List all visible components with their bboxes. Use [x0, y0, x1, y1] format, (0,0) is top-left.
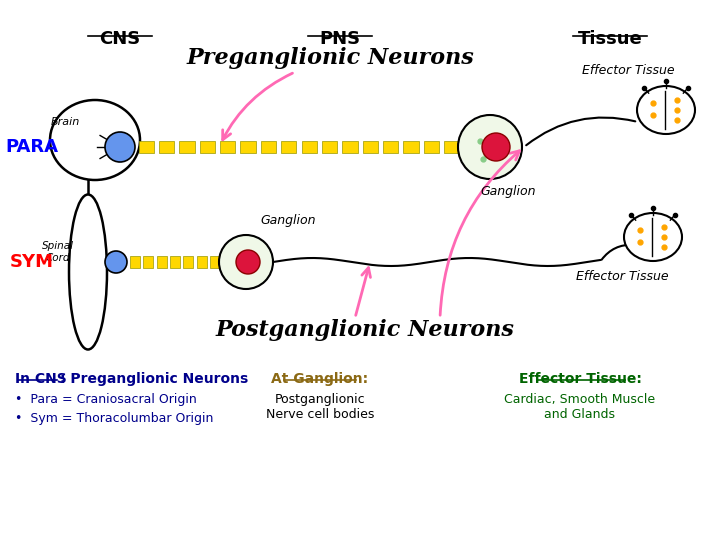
Text: : Preganglionic Neurons: : Preganglionic Neurons	[60, 372, 248, 386]
FancyBboxPatch shape	[261, 141, 276, 153]
FancyBboxPatch shape	[210, 256, 220, 268]
Text: Effector Tissue: Effector Tissue	[576, 270, 668, 283]
Text: CNS: CNS	[99, 30, 140, 48]
FancyBboxPatch shape	[282, 141, 297, 153]
Ellipse shape	[50, 100, 140, 180]
FancyBboxPatch shape	[302, 141, 317, 153]
FancyBboxPatch shape	[138, 141, 154, 153]
Text: •  Para = Craniosacral Origin: • Para = Craniosacral Origin	[15, 393, 197, 406]
Text: Brain: Brain	[50, 117, 80, 127]
Text: Tissue: Tissue	[577, 30, 642, 48]
FancyBboxPatch shape	[240, 141, 256, 153]
Text: Spinal
Cord: Spinal Cord	[42, 241, 74, 263]
FancyBboxPatch shape	[159, 141, 174, 153]
Ellipse shape	[637, 86, 695, 134]
Text: At Ganglion:: At Ganglion:	[271, 372, 369, 386]
Text: Postganglionic
Nerve cell bodies: Postganglionic Nerve cell bodies	[266, 393, 374, 421]
FancyBboxPatch shape	[197, 256, 207, 268]
Text: •  Sym = Thoracolumbar Origin: • Sym = Thoracolumbar Origin	[15, 412, 213, 425]
FancyBboxPatch shape	[363, 141, 378, 153]
FancyBboxPatch shape	[322, 141, 337, 153]
Circle shape	[219, 235, 273, 289]
FancyBboxPatch shape	[383, 141, 398, 153]
Circle shape	[105, 132, 135, 162]
FancyBboxPatch shape	[184, 256, 194, 268]
Text: PNS: PNS	[320, 30, 361, 48]
Text: Effector Tissue:: Effector Tissue:	[518, 372, 642, 386]
Text: Effector Tissue: Effector Tissue	[582, 64, 675, 77]
FancyBboxPatch shape	[444, 141, 459, 153]
Text: Ganglion: Ganglion	[260, 214, 316, 227]
Ellipse shape	[69, 194, 107, 349]
Text: PARA: PARA	[5, 138, 58, 156]
FancyBboxPatch shape	[424, 141, 439, 153]
FancyBboxPatch shape	[170, 256, 180, 268]
FancyBboxPatch shape	[156, 256, 166, 268]
Ellipse shape	[624, 213, 682, 261]
FancyBboxPatch shape	[220, 141, 235, 153]
Circle shape	[458, 115, 522, 179]
Text: Postganglionic Neurons: Postganglionic Neurons	[215, 319, 514, 341]
Text: Preganglionic Neurons: Preganglionic Neurons	[186, 47, 474, 69]
FancyBboxPatch shape	[199, 141, 215, 153]
Circle shape	[236, 250, 260, 274]
FancyBboxPatch shape	[342, 141, 358, 153]
Circle shape	[482, 133, 510, 161]
Text: SYM: SYM	[10, 253, 54, 271]
FancyBboxPatch shape	[130, 256, 140, 268]
Text: In CNS: In CNS	[15, 372, 67, 386]
FancyBboxPatch shape	[403, 141, 419, 153]
FancyBboxPatch shape	[143, 256, 153, 268]
Circle shape	[105, 251, 127, 273]
FancyBboxPatch shape	[179, 141, 194, 153]
Text: Ganglion: Ganglion	[480, 185, 536, 198]
Text: Cardiac, Smooth Muscle
and Glands: Cardiac, Smooth Muscle and Glands	[505, 393, 656, 421]
